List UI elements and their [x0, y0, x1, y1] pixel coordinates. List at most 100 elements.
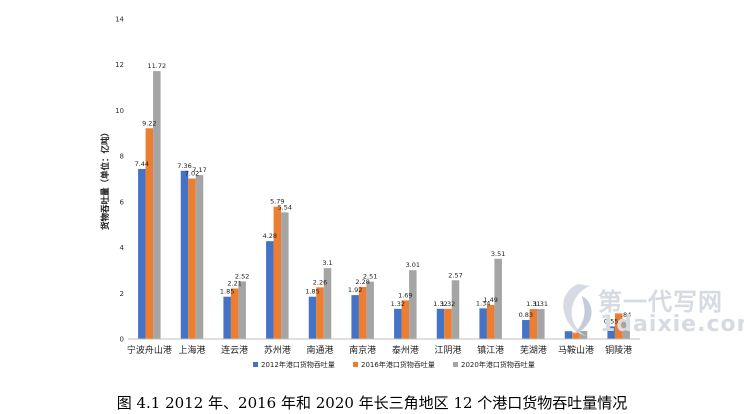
bar [281, 212, 289, 339]
x-tick-label: 上海港 [178, 344, 205, 356]
bar [351, 295, 359, 339]
legend-label: 2020年港口货物吞吐量 [461, 360, 535, 369]
data-label: 1.85 [220, 288, 234, 296]
x-tick-label: 苏州港 [264, 344, 291, 356]
x-tick-label: 镇江港 [477, 344, 504, 356]
legend-label: 2016年港口货物吞吐量 [361, 360, 435, 369]
data-label: 2.26 [313, 278, 327, 286]
bar [436, 308, 445, 339]
data-label: 1.32 [441, 300, 455, 308]
watermark-text-url: 1daixie.com [600, 312, 744, 337]
data-label: 2.57 [448, 271, 462, 279]
bar [323, 268, 332, 339]
bar [401, 300, 410, 339]
data-label: 1.92 [348, 286, 362, 294]
data-label: 0.55 [604, 317, 618, 325]
data-label: 3.1 [322, 259, 332, 267]
bar [366, 281, 374, 339]
data-label: 4.28 [263, 232, 277, 240]
bars [138, 71, 630, 339]
x-tick-label: 连云港 [221, 344, 248, 356]
bar [230, 288, 239, 339]
bar [188, 178, 196, 339]
bar [238, 281, 246, 339]
y-axis-title: 货物吞吐量（单位：亿吨） [100, 128, 111, 231]
legend-swatch [253, 362, 258, 367]
watermark-logo-icon [563, 284, 592, 336]
data-label: 5.54 [278, 203, 292, 211]
bar [358, 286, 367, 339]
y-tick-label: 14 [115, 16, 124, 24]
bar [572, 332, 580, 339]
data-label: 1.69 [398, 291, 412, 299]
y-tick-label: 0 [120, 336, 124, 344]
bar [622, 319, 630, 339]
bar [138, 168, 146, 339]
data-label: 1.85 [305, 288, 319, 296]
data-label: .84 [621, 311, 631, 319]
bar [564, 331, 573, 339]
data-label: 1.31 [534, 300, 548, 308]
data-label: 2.52 [235, 272, 249, 280]
bar [394, 308, 402, 339]
data-label: 3.01 [406, 261, 420, 269]
bar [273, 206, 282, 339]
data-label: 1.32 [433, 300, 447, 308]
watermark-text-cn: 第一代写网 [598, 288, 723, 316]
data-label: 1.34 [476, 299, 490, 307]
data-label: 1.31 [526, 300, 540, 308]
data-label: 1.49 [483, 296, 497, 304]
bar [444, 308, 452, 339]
x-tick-label: 江阴港 [434, 344, 461, 356]
legend-swatch [353, 362, 358, 367]
data-label: 2.21 [227, 279, 241, 287]
x-axis-categories: 宁波舟山港 上海港 连云港 苏州港 南通港 南京港 泰州港 江阴港 镇江港 芜湖港 马鞍山港 铜陵港 [127, 344, 632, 356]
data-label: 5.79 [270, 198, 284, 206]
bar [486, 304, 495, 339]
legend: 2012年港口货物吞吐量 2016年港口货物吞吐量 2020年港口货物吞吐量 [253, 360, 535, 369]
bar [614, 313, 623, 339]
data-label: 11.72 [148, 62, 167, 70]
bar [409, 270, 417, 339]
bar [223, 296, 231, 339]
bar [494, 258, 502, 339]
data-labels: 7.449.2211.727.367.027.171.852.212.524.2… [135, 62, 632, 325]
y-tick-label: 4 [120, 244, 125, 252]
watermark: 第一代写网 1daixie.com [556, 280, 744, 344]
data-label: 7.17 [192, 166, 206, 174]
bar [529, 309, 538, 339]
y-tick-label: 6 [120, 198, 125, 206]
legend-swatch [453, 362, 458, 367]
bar [607, 326, 615, 339]
bar [316, 287, 324, 339]
data-label: 2.51 [363, 273, 377, 281]
bar [180, 170, 189, 339]
x-tick-label: 南京港 [349, 344, 376, 356]
bar-chart: 0 2 4 6 8 10 12 14 7.44 9.22 11.72 7.367.027.17 1.8… [100, 16, 640, 369]
x-tick-label: 马鞍山港 [558, 344, 594, 356]
bar [522, 320, 530, 339]
bar [479, 308, 487, 339]
legend-label: 2012年港口货物吞吐量 [261, 360, 335, 369]
bar [195, 175, 204, 339]
x-tick-label: 芜湖港 [520, 344, 547, 356]
x-tick-label: 铜陵港 [605, 344, 632, 356]
bar [266, 241, 274, 339]
data-label: 7.02 [185, 170, 199, 178]
data-label: 1.32 [391, 300, 405, 308]
data-label: 2.28 [355, 278, 369, 286]
y-tick-label: 2 [120, 290, 124, 298]
bar [451, 280, 460, 339]
y-tick-label: 10 [115, 107, 124, 115]
bar [153, 71, 161, 339]
data-label: 0.83 [519, 311, 533, 319]
x-tick-label: 泰州港 [392, 344, 419, 356]
bar [308, 296, 317, 339]
figure-caption: 图 4.1 2012 年、2016 年和 2020 年长三角地区 12 个港口货… [116, 394, 628, 412]
x-tick-label: 南通港 [306, 344, 333, 356]
data-label: 3.51 [491, 250, 505, 258]
y-axis: 0 2 4 6 8 10 12 14 [115, 16, 124, 344]
data-label: 7.44 [135, 160, 149, 168]
bar [145, 128, 154, 339]
bar [537, 309, 545, 339]
